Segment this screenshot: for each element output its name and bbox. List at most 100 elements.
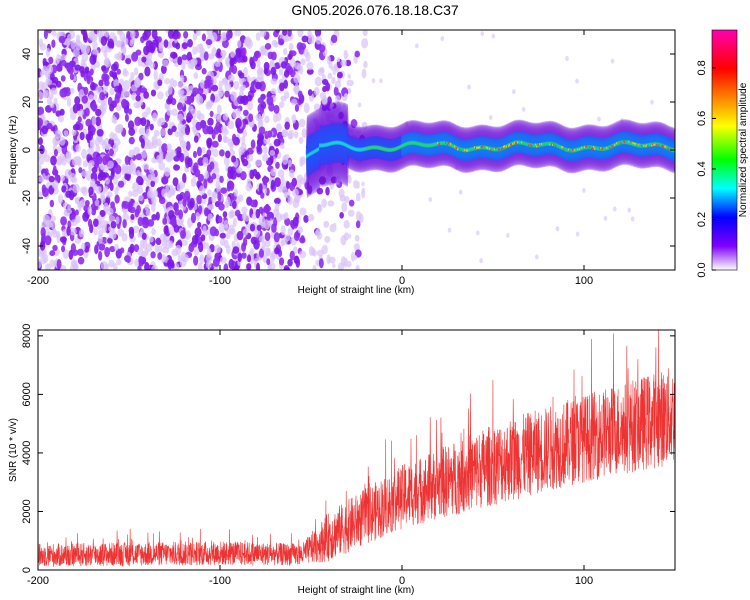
- spectrogram-noise-dot: [294, 104, 300, 112]
- snr-x-label: Height of straight line (km): [298, 585, 415, 596]
- spectrogram-noise-dot: [109, 103, 115, 112]
- spectrogram-noise-dot: [207, 189, 212, 196]
- spectrogram-noise-dot: [138, 127, 146, 136]
- spectrogram-noise-dot: [347, 233, 352, 239]
- spectrogram-noise-dot: [141, 56, 147, 63]
- spectrogram-noise-dot: [42, 90, 48, 99]
- spectrogram-noise-dot: [230, 50, 236, 58]
- snr-y-tick-label: 8000: [21, 324, 33, 348]
- spectrogram-noise-dot: [285, 180, 291, 190]
- spectrogram-noise-dot: [317, 204, 322, 211]
- spectrogram-noise-dot: [347, 73, 351, 79]
- spectrogram-noise-dot: [130, 30, 136, 40]
- spectrogram-noise-dot: [193, 255, 199, 266]
- spectrogram-noise-dot: [124, 155, 130, 166]
- spectrogram-noise-dot: [345, 59, 352, 67]
- chart-title: GN05.2026.076.18.18.C37: [291, 2, 459, 18]
- spectrogram-noise-dot: [238, 76, 244, 85]
- spectrogram-noise-dot: [103, 172, 109, 179]
- spectrogram-noise-dot: [264, 43, 272, 50]
- spectrogram-noise-dot: [51, 39, 56, 49]
- spectrogram-noise-dot: [612, 206, 617, 212]
- spectrogram-noise-dot: [164, 225, 169, 234]
- spectrogram-noise-dot: [157, 245, 163, 253]
- spectrogram-noise-dot: [115, 216, 120, 225]
- spectrogram-noise-dot: [219, 238, 226, 246]
- colorbar: 0.0 0.2 0.4 0.6 0.8 Normalized spectral ampl…: [696, 29, 749, 278]
- spectrogram-noise-dot: [480, 31, 485, 37]
- spectrogram-noise-dot: [151, 214, 157, 221]
- spectrogram-noise-dot: [194, 227, 202, 238]
- spectrogram-noise-dot: [108, 148, 115, 157]
- spectrogram-noise-dot: [99, 138, 105, 146]
- colorbar-label: Normalized spectral amplitude: [738, 82, 749, 217]
- spectrogram-noise-dot: [347, 174, 352, 184]
- spectrogram-noise-dot: [104, 30, 109, 38]
- spectrogram-noise-dot: [203, 51, 209, 61]
- spectrogram-noise-dot: [278, 38, 285, 46]
- spectrogram-noise-dot: [241, 206, 248, 214]
- spectrogram-noise-dot: [278, 68, 284, 76]
- spectrogram-noise-dot: [179, 74, 185, 84]
- spectrogram-noise-dot: [138, 194, 144, 202]
- spectrogram-noise-dot: [361, 68, 367, 79]
- spectrogram-noise-dot: [212, 76, 217, 86]
- spectrogram-noise-dot: [228, 258, 235, 270]
- spectrogram-noise-dot: [273, 104, 280, 114]
- spectrogram-noise-dot: [84, 107, 90, 117]
- spectrogram-noise-dot: [231, 133, 237, 143]
- spectrogram-noise-dot: [151, 135, 158, 146]
- spectrogram-noise-dot: [292, 216, 299, 227]
- spectrogram-noise-dot: [166, 98, 173, 105]
- spectrogram-noise-dot: [256, 144, 262, 152]
- colorbar-gradient: [712, 30, 737, 270]
- spectrogram-noise-dot: [107, 237, 113, 244]
- spectrogram-noise-dot: [100, 194, 106, 204]
- spectrogram-noise-dot: [87, 218, 93, 228]
- spectrogram-noise-dot: [190, 59, 198, 67]
- spectrogram-noise-dot: [45, 47, 51, 57]
- spectrogram-noise-dot: [150, 89, 157, 97]
- spectrogram-noise-dot: [270, 168, 277, 177]
- spectrogram-noise-dot: [271, 223, 277, 233]
- spectrogram-noise-dot: [237, 252, 242, 263]
- spectrogram-noise-dot: [243, 214, 250, 222]
- spectrogram-noise-dot: [177, 56, 183, 66]
- spectrogram-noise-dot: [163, 78, 171, 85]
- spectrogram-noise-dot: [65, 153, 72, 164]
- spectrogram-noise-dot: [318, 44, 326, 53]
- spectrogram-noise-dot: [229, 141, 234, 151]
- spectrogram-noise-dot: [75, 143, 81, 153]
- spectrogram-noise-dot: [331, 76, 336, 85]
- spectrogram-noise-dot: [266, 210, 272, 221]
- spectrogram-noise-dot: [97, 185, 102, 193]
- spectrogram-noise-dot: [232, 200, 237, 209]
- snr-y-tick-label: 0: [21, 567, 33, 573]
- spectrogram-noise-dot: [69, 112, 77, 120]
- spectrogram-noise-dot: [138, 255, 144, 265]
- spectrogram-noise-dot: [177, 82, 184, 89]
- spectrogram-noise-dot: [242, 109, 249, 117]
- spectrogram-noise-dot: [93, 228, 98, 236]
- spectrogram-noise-dot: [153, 129, 160, 137]
- spectrogram-noise-dot: [57, 155, 63, 165]
- spectrogram-noise-dot: [447, 227, 452, 233]
- spectrogram-noise-dot: [246, 263, 252, 270]
- spectrogram-noise-dot: [227, 120, 235, 130]
- spectrogram-noise-dot: [68, 190, 75, 201]
- spectrogram-noise-dot: [287, 30, 292, 37]
- spectrogram-noise-dot: [535, 254, 539, 260]
- spectrogram-noise-dot: [147, 58, 153, 66]
- spectrogram-noise-dot: [211, 193, 217, 204]
- spectrogram-noise-dot: [114, 243, 119, 251]
- spectrogram-noise-dot: [111, 114, 116, 124]
- spectrogram-noise-dot: [296, 64, 302, 72]
- spectrogram-noise-dot: [114, 164, 122, 175]
- spectrogram-noise-dot: [209, 161, 215, 170]
- spectrogram-noise-dot: [173, 224, 180, 233]
- spectrogram-noise-dot: [331, 263, 336, 269]
- spectrogram-noise-dot: [183, 30, 189, 39]
- spectrogram-noise-dot: [334, 80, 342, 89]
- spectrogram-noise-dot: [172, 30, 179, 40]
- spectrogram-noise-dot: [217, 191, 222, 202]
